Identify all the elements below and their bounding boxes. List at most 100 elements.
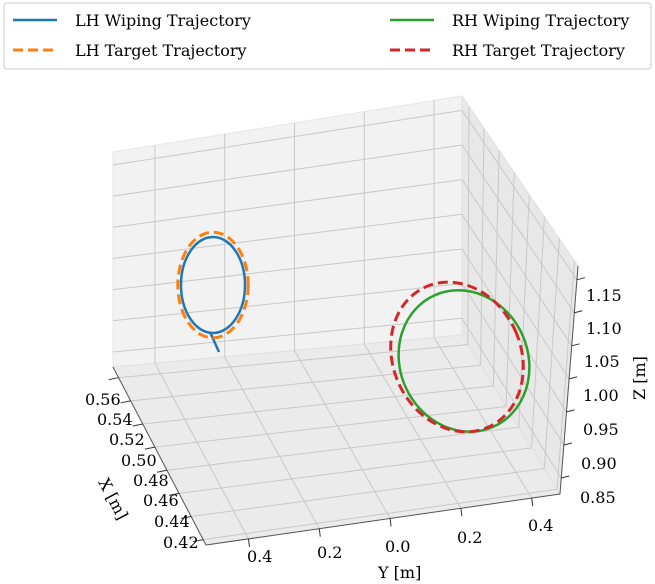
- grid-line: [154, 362, 249, 540]
- z-tick-mark: [563, 442, 572, 446]
- grid-line: [363, 343, 462, 509]
- grid-line: [112, 109, 463, 166]
- grid-line: [461, 318, 562, 479]
- z-axis-line: [559, 265, 579, 495]
- x-tick-label: 0.44: [154, 512, 190, 531]
- grid-line: [461, 179, 573, 347]
- grid-line: [461, 110, 578, 280]
- grid-line: [461, 144, 575, 314]
- x-tick-mark: [120, 400, 131, 404]
- z-tick-label: 1.10: [586, 319, 622, 338]
- y-tick-mark: [389, 518, 392, 527]
- x-tick-mark: [132, 423, 143, 427]
- grid-line: [518, 194, 530, 428]
- x-tick-label: 0.52: [109, 430, 145, 449]
- legend-label-rh-target: RH Target Trajectory: [452, 41, 625, 60]
- grid-line: [118, 344, 468, 379]
- grid-line: [461, 214, 570, 380]
- x-axis-line: [112, 366, 207, 546]
- grid-line: [492, 150, 500, 386]
- z-tick-label: 1.05: [584, 352, 620, 371]
- y-tick-mark: [460, 508, 463, 517]
- y-tick-mark: [247, 538, 250, 547]
- x-tick-label: 0.48: [133, 471, 169, 490]
- x-tick-label: 0.56: [85, 390, 121, 409]
- grid-line: [556, 260, 576, 490]
- grid-line: [224, 356, 320, 529]
- z-tick-label: 1.00: [583, 386, 619, 405]
- grid-line: [191, 468, 545, 518]
- grid-line: [461, 283, 565, 446]
- lh-wiping-trajectory: [179, 235, 247, 335]
- z-tick-label: 1.15: [586, 286, 622, 305]
- x-tick-mark: [144, 446, 155, 450]
- y-tick-labels: 0.4 0.2 0.0 0.2 0.4: [247, 516, 553, 566]
- y-tick-label: 0.0: [385, 537, 410, 556]
- lh-wiping-tail: [208, 331, 221, 353]
- y-tick-mark: [318, 528, 321, 537]
- x-tick-mark: [181, 516, 192, 520]
- z-tick-mark: [561, 475, 570, 479]
- grid-line: [112, 283, 463, 322]
- z-axis-label: Z [m]: [630, 356, 649, 400]
- y-tick-label: 0.4: [528, 516, 553, 535]
- grid-line: [112, 144, 463, 197]
- grid-line: [112, 317, 463, 353]
- y-tick-label: 0.2: [457, 528, 482, 547]
- x-axis-label: X [m]: [94, 475, 131, 523]
- lh-target-trajectory: [176, 230, 250, 340]
- x-tick-mark: [193, 539, 204, 543]
- z-tick-label: 0.85: [580, 488, 616, 507]
- z-tick-labels: 1.15 1.10 1.05 1.00 0.95 0.90 0.85: [580, 286, 622, 507]
- grid-line: [505, 172, 515, 407]
- y-tick-label: 0.2: [317, 543, 342, 562]
- legend-label-lh-wiping: LH Wiping Trajectory: [75, 11, 251, 30]
- grid-line: [112, 179, 463, 228]
- z-tick-mark: [574, 310, 583, 314]
- grid-line: [543, 238, 560, 469]
- grid-line: [130, 364, 481, 402]
- axes-panes: [112, 94, 579, 546]
- rh-wiping-trajectory: [397, 289, 531, 433]
- tick-marks: [108, 265, 586, 547]
- grid-line: [166, 426, 519, 471]
- x-tick-label: 0.54: [97, 410, 133, 429]
- grid-line: [112, 248, 463, 291]
- x-tick-label: 0.42: [163, 533, 199, 552]
- y-tick-label: 0.4: [247, 547, 272, 566]
- z-tick-mark: [568, 376, 578, 380]
- back-pane: [112, 95, 463, 368]
- grid-line: [178, 447, 532, 494]
- y-tick-mark: [531, 498, 534, 507]
- x-tick-mark: [156, 469, 168, 473]
- grid-line: [142, 385, 494, 425]
- z-tick-label: 0.90: [581, 454, 617, 473]
- grid-line: [433, 337, 533, 499]
- grid-lines: [112, 100, 578, 541]
- x-tick-mark: [108, 377, 119, 381]
- grid-line: [294, 350, 391, 519]
- legend-label-rh-wiping: RH Wiping Trajectory: [452, 11, 629, 30]
- z-tick-mark: [566, 409, 575, 413]
- legend: LH Wiping Trajectory LH Target Trajector…: [3, 2, 652, 70]
- x-tick-mark: [168, 492, 180, 496]
- z-tick-mark: [571, 343, 580, 347]
- legend-frame: [3, 2, 652, 70]
- grid-line: [154, 406, 507, 448]
- x-tick-label: 0.50: [121, 451, 157, 470]
- z-tick-mark: [576, 277, 586, 281]
- series-group: [176, 230, 531, 434]
- x-tick-labels: 0.56 0.54 0.52 0.50 0.48 0.46 0.44 0.42: [85, 390, 199, 552]
- y-axis-line: [205, 493, 561, 546]
- y-axis-label: Y [m]: [377, 563, 421, 582]
- grid-line: [203, 488, 558, 541]
- x-tick-label: 0.46: [143, 491, 179, 510]
- legend-label-lh-target: LH Target Trajectory: [75, 41, 247, 60]
- grid-line: [467, 106, 470, 345]
- grid-line: [480, 128, 485, 366]
- grid-line: [112, 213, 463, 259]
- z-tick-label: 0.95: [583, 420, 619, 439]
- grid-line: [531, 216, 545, 448]
- rh-target-trajectory: [389, 280, 525, 434]
